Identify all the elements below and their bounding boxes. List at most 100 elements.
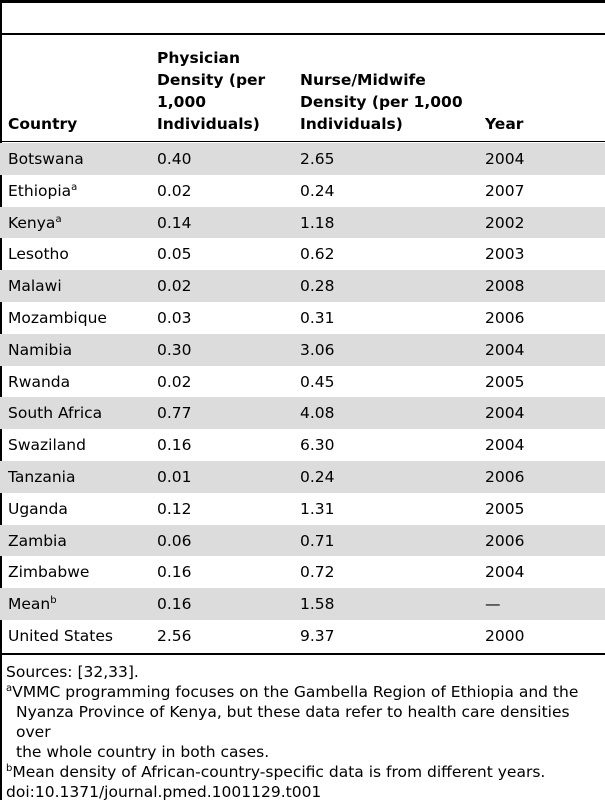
table-top-rule (0, 0, 605, 3)
table-row: Namibia 0.30 3.06 2004 (0, 333, 605, 366)
table-row: Zambia 0.06 0.71 2006 (0, 524, 605, 557)
cell-year: 2008 (485, 277, 525, 296)
header-nurse-density: Nurse/Midwife Density (per 1,000 Individ… (300, 69, 463, 135)
header-line: Physician (157, 49, 241, 67)
footnote-mark: a (55, 213, 62, 225)
country-name: United States (8, 626, 113, 645)
cell-physician-density: 0.01 (157, 467, 192, 486)
table-row: South Africa 0.77 4.08 2004 (0, 397, 605, 430)
cell-physician-density: 0.06 (157, 531, 192, 550)
cell-year: 2004 (485, 340, 525, 359)
country-name: Rwanda (8, 372, 71, 391)
cell-physician-density: 0.12 (157, 499, 192, 518)
cell-country: Swaziland (8, 436, 86, 454)
table-body: Botswana 0.40 2.65 2004 Ethiopiaa 0.02 0.24 200… (0, 143, 605, 652)
cell-year: 2004 (485, 404, 525, 423)
cell-country: Namibia (8, 341, 72, 359)
cell-nurse-density: 2.65 (300, 150, 335, 168)
cell-country: Zambia (8, 532, 67, 550)
footnote-mark: b (50, 595, 57, 606)
cell-country: Uganda (8, 500, 68, 518)
table-row: Uganda 0.12 1.31 2005 (0, 493, 605, 525)
cell-nurse-density: 0.24 (300, 181, 335, 200)
header-line: Density (per 1,000 (300, 93, 463, 111)
cell-year: 2006 (485, 308, 525, 327)
table-row: United States 2.56 9.37 2000 (0, 620, 605, 652)
cell-physician-density: 0.40 (157, 150, 192, 168)
doi-line: doi:10.1371/journal.pmed.1001129.t001 (6, 783, 322, 801)
cell-physician-density: 0.02 (157, 181, 192, 200)
country-name: Tanzania (8, 467, 76, 486)
cell-nurse-density: 0.62 (300, 245, 335, 264)
table-bottom-rule (0, 653, 605, 655)
country-name: South Africa (8, 404, 103, 423)
table-footnotes: Sources: [32,33]. aVMMC programming focu… (6, 662, 601, 802)
header-line: Year (485, 115, 524, 133)
cell-year: 2004 (485, 436, 525, 455)
cell-nurse-density: 6.30 (300, 436, 335, 455)
footnote-a: aVMMC programming focuses on the Gambell… (6, 682, 601, 702)
cell-country: Malawi (8, 277, 62, 295)
country-name: Zimbabwe (8, 563, 90, 582)
cell-physician-density: 0.77 (157, 404, 192, 423)
cell-nurse-density: 0.24 (300, 467, 335, 486)
footnote-a-cont: Nyanza Province of Kenya, but these data… (16, 703, 570, 741)
table-row: Lesotho 0.05 0.62 2003 (0, 238, 605, 270)
cell-year: 2007 (485, 181, 525, 200)
cell-nurse-density: 9.37 (300, 626, 335, 645)
cell-nurse-density: 1.58 (300, 595, 335, 614)
cell-country: Meanb (8, 595, 57, 613)
country-name: Uganda (8, 499, 68, 518)
table-subheader-rule (0, 141, 605, 142)
cell-country: Kenyaa (8, 214, 62, 232)
cell-physician-density: 0.02 (157, 277, 192, 296)
header-year: Year (485, 113, 523, 135)
cell-physician-density: 0.14 (157, 213, 192, 232)
cell-country: Tanzania (8, 468, 76, 486)
table-row: Botswana 0.40 2.65 2004 (0, 143, 605, 175)
footnote-a-mark: a (6, 682, 13, 694)
country-name: Namibia (8, 340, 73, 359)
cell-nurse-density: 0.72 (300, 563, 335, 582)
footnote-b: bMean density of African-country-specifi… (6, 762, 601, 782)
table-header: Country Physician Density (per 1,000 Ind… (0, 36, 605, 141)
cell-nurse-density: 3.06 (300, 340, 335, 359)
cell-year: 2005 (485, 372, 525, 391)
cell-nurse-density: 1.18 (300, 213, 335, 232)
cell-country: Lesotho (8, 245, 69, 263)
header-line: Individuals) (157, 115, 260, 133)
cell-nurse-density: 0.31 (300, 308, 335, 327)
cell-physician-density: 0.16 (157, 436, 192, 455)
header-line: Individuals) (300, 115, 403, 133)
footnote-mark: a (71, 181, 78, 193)
cell-nurse-density: 0.45 (300, 372, 335, 391)
cell-year: 2002 (485, 213, 525, 232)
cell-country: Mozambique (8, 309, 107, 327)
cell-country: United States (8, 627, 113, 645)
cell-year: 2004 (485, 150, 525, 168)
footnote-b-mark: b (6, 762, 13, 774)
cell-country: Ethiopiaa (8, 182, 77, 200)
sources-note: Sources: [32,33]. (6, 663, 139, 681)
country-name: Malawi (8, 277, 62, 296)
table-row: Kenyaa 0.14 1.18 2002 (0, 206, 605, 239)
table-row: Rwanda 0.02 0.45 2005 (0, 366, 605, 398)
cell-physician-density: 0.03 (157, 308, 192, 327)
footnote-a-cont: the whole country in both cases. (16, 743, 270, 761)
footnote-b-text: Mean density of African-country-specific… (12, 763, 546, 781)
country-name: Lesotho (8, 245, 69, 264)
country-name: Kenya (8, 213, 56, 232)
country-name: Mean (8, 595, 51, 614)
cell-country: Botswana (8, 150, 84, 168)
cell-nurse-density: 4.08 (300, 404, 335, 423)
country-name: Zambia (8, 531, 67, 550)
header-line: Nurse/Midwife (300, 71, 426, 89)
cell-physician-density: 0.02 (157, 372, 192, 391)
country-name: Botswana (8, 150, 84, 168)
cell-nurse-density: 0.71 (300, 531, 335, 550)
table-row: Ethiopiaa 0.02 0.24 2007 (0, 175, 605, 207)
footnote-a-line: VMMC programming focuses on the Gambella… (12, 683, 579, 701)
cell-country: South Africa (8, 404, 102, 422)
header-line: Country (8, 115, 78, 133)
table-row: Zimbabwe 0.16 0.72 2004 (0, 556, 605, 588)
